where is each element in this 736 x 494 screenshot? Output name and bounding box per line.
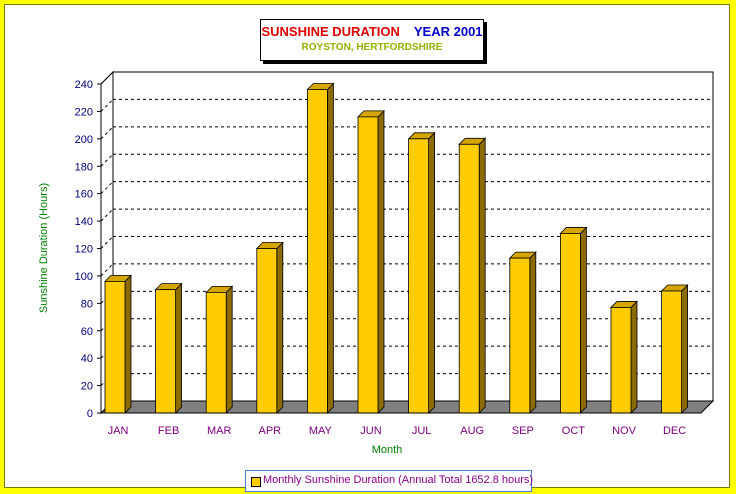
bar bbox=[610, 307, 632, 414]
gridline-diagonal bbox=[100, 126, 114, 140]
x-tick-label: OCT bbox=[562, 425, 586, 437]
legend: Monthly Sunshine Duration (Annual Total … bbox=[245, 470, 534, 492]
y-tick-label: 120 bbox=[75, 244, 93, 256]
gridline-diagonal bbox=[100, 99, 114, 112]
y-axis-title: Sunshine Duration (Hours) bbox=[38, 183, 50, 313]
bar bbox=[560, 233, 581, 414]
bar bbox=[509, 257, 531, 414]
y-tick-label: 0 bbox=[87, 408, 93, 420]
bar-side bbox=[225, 285, 233, 414]
x-axis-title: Month bbox=[372, 444, 403, 456]
bar bbox=[661, 290, 682, 414]
gridline-diagonal bbox=[100, 153, 114, 167]
y-tick-label: 180 bbox=[75, 161, 93, 173]
x-tick-label: MAY bbox=[309, 425, 333, 437]
gridline-diagonal bbox=[100, 71, 114, 85]
y-tick-label: 80 bbox=[81, 298, 93, 310]
chart-title-line: SUNSHINE DURATION YEAR 2001 bbox=[261, 24, 483, 39]
gridline-diagonal bbox=[100, 263, 114, 277]
bar-side bbox=[681, 284, 688, 414]
bar bbox=[205, 291, 227, 414]
x-tick-label: DEC bbox=[663, 425, 686, 437]
y-tick-label: 240 bbox=[75, 79, 93, 91]
gridline-diagonal bbox=[100, 208, 114, 222]
bar-side bbox=[124, 274, 132, 414]
bar-side bbox=[276, 241, 284, 414]
y-tick-label: 40 bbox=[81, 353, 93, 365]
legend-entry: Monthly Sunshine Duration (Annual Total … bbox=[263, 474, 534, 486]
chart-frame: SUNSHINE DURATION YEAR 2001 ROYSTON, HERT… bbox=[4, 4, 730, 492]
y-tick-label: 200 bbox=[75, 134, 93, 146]
y-tick-label: 220 bbox=[75, 106, 93, 118]
x-tick-label: JAN bbox=[108, 425, 129, 437]
bar bbox=[256, 248, 278, 414]
x-tick-label: APR bbox=[258, 425, 281, 437]
bar-side bbox=[630, 300, 638, 414]
x-tick-label: JUL bbox=[412, 425, 432, 437]
bar bbox=[357, 116, 379, 414]
y-tick-label: 160 bbox=[75, 189, 93, 201]
bar bbox=[104, 280, 126, 414]
bar-side bbox=[529, 251, 537, 414]
x-tick-label: FEB bbox=[158, 425, 179, 437]
y-tick-label: 140 bbox=[75, 216, 93, 228]
y-tick-label: 100 bbox=[75, 271, 93, 283]
gridline-diagonal bbox=[100, 236, 114, 249]
bar bbox=[458, 143, 480, 414]
bar-side bbox=[326, 82, 334, 414]
bar-side bbox=[377, 109, 385, 414]
chart-subtitle: ROYSTON, HERTFORDSHIRE bbox=[301, 42, 443, 53]
bar bbox=[306, 89, 328, 414]
bar bbox=[408, 138, 430, 414]
legend-swatch bbox=[251, 477, 261, 487]
chart-title: SUNSHINE DURATION bbox=[261, 24, 400, 39]
y-tick-label: 20 bbox=[81, 381, 93, 393]
bar-chart: 0 20 40 60 80 100 120 140 160 180 200 220 240 JAN FEB M… bbox=[38, 70, 715, 456]
bar-side bbox=[175, 282, 183, 414]
bar bbox=[155, 289, 177, 414]
chart-title-box: SUNSHINE DURATION YEAR 2001 ROYSTON, HERT… bbox=[260, 19, 484, 61]
x-tick-label: MAR bbox=[207, 425, 232, 437]
x-tick-label: SEP bbox=[512, 425, 534, 437]
bar-side bbox=[478, 137, 486, 414]
gridline-diagonal bbox=[100, 181, 114, 195]
x-tick-label: AUG bbox=[460, 425, 484, 437]
x-tick-label: JUN bbox=[360, 425, 381, 437]
y-tick-label: 60 bbox=[81, 326, 93, 338]
bar-side bbox=[428, 131, 436, 414]
chart-year: YEAR 2001 bbox=[413, 24, 483, 39]
bar-side bbox=[580, 226, 587, 414]
x-tick-label: NOV bbox=[612, 425, 637, 437]
